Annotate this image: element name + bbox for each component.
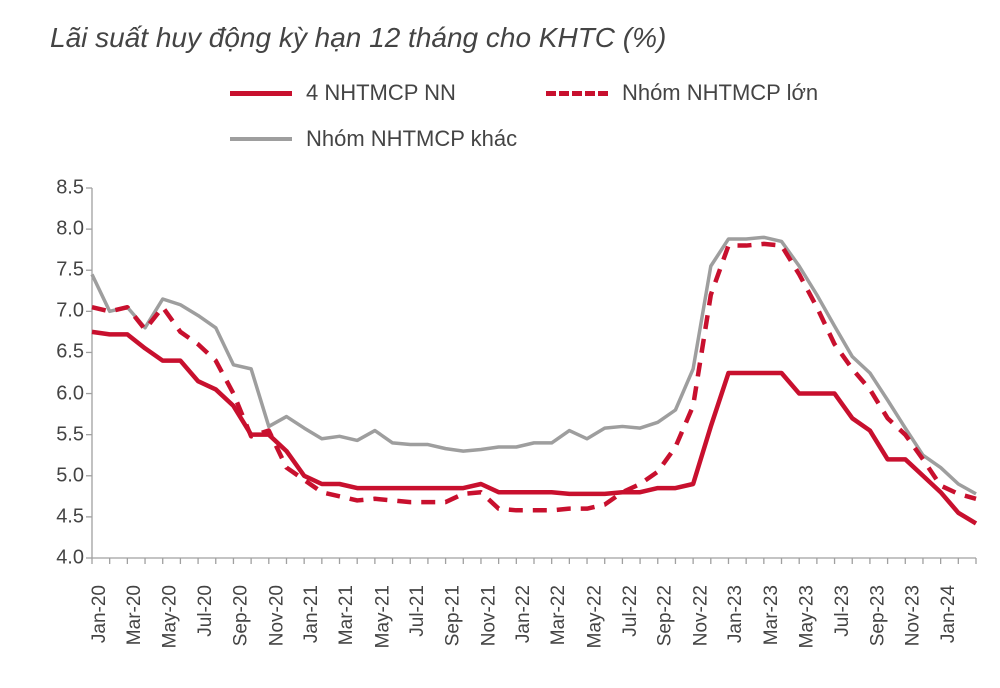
y-tick-label: 7.5 [56, 259, 84, 282]
x-tick-label: Jul-22 [619, 585, 641, 637]
y-tick-label: 6.5 [56, 341, 84, 364]
x-tick-label: Nov-22 [690, 585, 712, 646]
x-tick-label: Nov-21 [478, 585, 500, 646]
y-tick-label: 7.0 [56, 300, 84, 323]
plot-area [92, 188, 976, 558]
series-s1 [92, 332, 976, 524]
x-tick-label: Jan-21 [301, 585, 323, 643]
series-s2 [92, 244, 976, 510]
legend-swatch-s3 [230, 137, 292, 141]
x-tick-label: Sep-20 [230, 585, 252, 646]
x-tick-label: Sep-21 [443, 585, 465, 646]
x-tick-label: Jul-21 [407, 585, 429, 637]
y-tick-label: 8.0 [56, 218, 84, 241]
x-tick-label: Sep-23 [867, 585, 889, 646]
x-tick-label: Jan-24 [938, 585, 960, 643]
y-tick-label: 4.0 [56, 547, 84, 570]
legend-item-s3: Nhóm NHTMCP khác [230, 126, 517, 152]
legend-label-s3: Nhóm NHTMCP khác [306, 126, 517, 152]
y-tick-label: 5.5 [56, 423, 84, 446]
legend-label-s1: 4 NHTMCP NN [306, 80, 456, 106]
y-tick-label: 6.0 [56, 382, 84, 405]
legend-item-s2: Nhóm NHTMCP lớn [546, 80, 818, 106]
y-tick-label: 4.5 [56, 505, 84, 528]
series-s3 [92, 237, 976, 494]
x-tick-label: May-23 [796, 585, 818, 648]
x-tick-label: May-21 [372, 585, 394, 648]
x-tick-label: Jan-20 [89, 585, 111, 643]
x-tick-label: May-22 [584, 585, 606, 648]
legend-row-1: 4 NHTMCP NN Nhóm NHTMCP lớn [230, 80, 950, 106]
y-tick-label: 8.5 [56, 177, 84, 200]
x-tick-label: Sep-22 [655, 585, 677, 646]
x-tick-label: Jan-22 [513, 585, 535, 643]
chart-legend: 4 NHTMCP NN Nhóm NHTMCP lớn Nhóm NHTMCP … [230, 80, 950, 172]
legend-item-s1: 4 NHTMCP NN [230, 80, 456, 106]
interest-rate-chart: Lãi suất huy động kỳ hạn 12 tháng cho KH… [0, 0, 1000, 688]
y-axis: 4.0 4.5 5.0 5.5 6.0 6.5 7.0 7.5 8.0 8.5 [34, 178, 84, 568]
x-tick-label: May-20 [160, 585, 182, 648]
x-tick-label: Jan-23 [725, 585, 747, 643]
x-tick-label: Mar-21 [337, 585, 359, 645]
x-tick-label: Mar-23 [761, 585, 783, 645]
legend-row-2: Nhóm NHTMCP khác [230, 126, 950, 152]
x-tick-label: Jul-23 [832, 585, 854, 637]
x-tick-label: Mar-20 [124, 585, 146, 645]
x-axis: Jan-20 Mar-20 May-20 Jul-20 Sep-20 Nov-20 Jan-… [92, 568, 976, 678]
legend-label-s2: Nhóm NHTMCP lớn [622, 80, 818, 106]
y-tick-label: 5.0 [56, 464, 84, 487]
x-tick-label: Nov-20 [266, 585, 288, 646]
chart-title: Lãi suất huy động kỳ hạn 12 tháng cho KH… [50, 22, 666, 54]
legend-swatch-s1 [230, 91, 292, 96]
legend-swatch-s2 [546, 91, 608, 96]
x-tick-label: Nov-23 [902, 585, 924, 646]
plot-svg [92, 188, 976, 558]
x-tick-label: Jul-20 [195, 585, 217, 637]
x-tick-label: Mar-22 [549, 585, 571, 645]
